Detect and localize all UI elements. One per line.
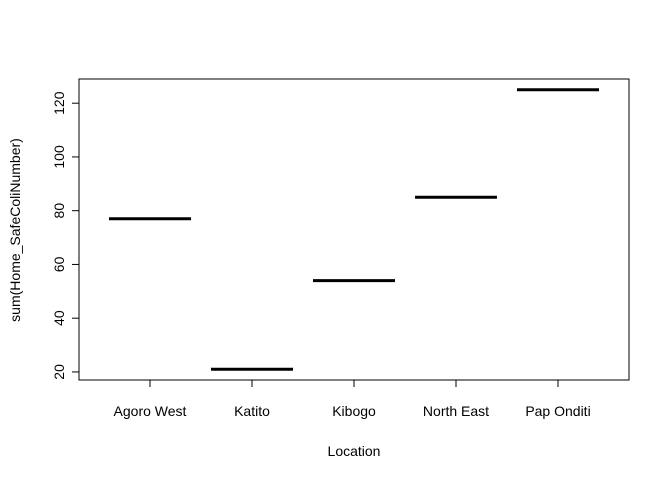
x-tick-label: Pap Onditi xyxy=(525,403,590,419)
x-tick-label: Agoro West xyxy=(114,403,187,419)
y-tick-label: 80 xyxy=(51,203,67,219)
y-axis: 20 40 60 80 100 120 xyxy=(51,91,80,380)
y-tick-label: 20 xyxy=(51,364,67,380)
x-tick-label: Kibogo xyxy=(332,403,376,419)
x-axis-title: Location xyxy=(328,443,381,459)
y-tick-label: 60 xyxy=(51,256,67,272)
y-tick-label: 100 xyxy=(51,145,67,169)
plot-box xyxy=(78,78,630,381)
y-tick-label: 40 xyxy=(51,310,67,326)
x-tick-label: North East xyxy=(423,403,489,419)
x-tick-label: Katito xyxy=(234,403,270,419)
x-axis: Agoro West Katito Kibogo North East Pap Ondi… xyxy=(114,379,591,419)
y-axis-title: sum(Home_SafeColiNumber) xyxy=(7,138,23,322)
y-tick-label: 120 xyxy=(51,91,67,115)
data-segments xyxy=(109,88,599,371)
